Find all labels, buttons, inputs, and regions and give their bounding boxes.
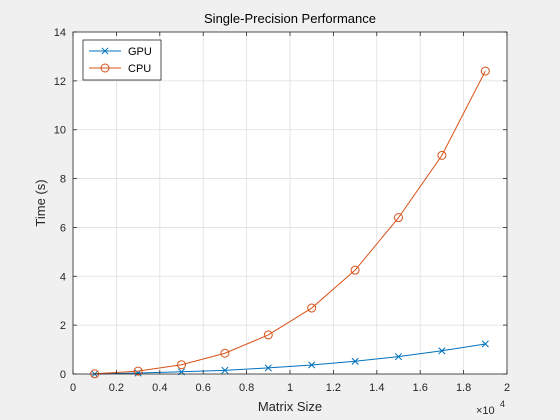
x-tick-label: 1.6 <box>413 382 428 394</box>
y-tick-label: 12 <box>54 76 66 88</box>
x-exponent-power: 4 <box>500 399 505 409</box>
y-tick-label: 10 <box>54 125 66 137</box>
x-tick-label: 0 <box>70 382 76 394</box>
data-point-gpu <box>264 364 272 372</box>
x-tick-label: 0.6 <box>196 382 211 394</box>
legend: GPU CPU <box>82 39 162 81</box>
legend-item-gpu: GPU <box>89 46 152 58</box>
y-tick-label: 14 <box>54 27 66 39</box>
data-point-cpu <box>437 150 447 160</box>
x-exponent-label: ×10 <box>476 405 495 417</box>
chart-title: Single-Precision Performance <box>204 11 376 26</box>
data-point-gpu <box>438 347 446 355</box>
legend-label: CPU <box>128 63 151 75</box>
x-tick-label: 1.4 <box>369 382 384 394</box>
legend-item-cpu: CPU <box>89 63 151 75</box>
y-axis-label: Time (s) <box>33 179 48 226</box>
legend-label: GPU <box>128 46 152 58</box>
x-tick-label: 1.8 <box>456 382 471 394</box>
x-tick-label: 0.2 <box>109 382 124 394</box>
ticks <box>72 31 508 375</box>
data-point-gpu <box>394 353 403 361</box>
series-cpu <box>90 66 490 379</box>
legend-marker <box>101 47 109 55</box>
data-point-gpu <box>308 361 316 369</box>
data-point-cpu <box>263 330 273 340</box>
series-layer <box>90 66 490 379</box>
x-tick-label: 1 <box>287 382 293 394</box>
y-tick-label: 8 <box>60 174 66 186</box>
data-point-cpu <box>394 213 403 223</box>
data-point-gpu <box>351 357 359 365</box>
legend-items: GPU CPU <box>89 46 152 75</box>
x-tick-label: 2 <box>504 382 510 394</box>
data-point-cpu <box>350 265 360 275</box>
data-point-cpu <box>133 366 143 376</box>
x-axis-label: Matrix Size <box>258 399 322 414</box>
data-point-gpu <box>481 340 489 348</box>
y-tick-label: 2 <box>60 320 66 332</box>
x-tick-label: 0.8 <box>239 382 254 394</box>
y-tick-label: 4 <box>60 271 66 283</box>
tick-labels: 0 0.2 0.4 0.6 0.8 1 1.2 1.4 1.6 1.8 2 0 2 4 6 8 10 12 14 <box>54 27 510 394</box>
x-tick-label: 1.2 <box>326 382 341 394</box>
y-tick-label: 6 <box>60 222 66 234</box>
data-point-gpu <box>221 366 229 374</box>
data-point-cpu <box>177 360 186 370</box>
data-point-cpu <box>480 66 490 76</box>
y-tick-label: 0 <box>60 369 66 381</box>
series-line-cpu <box>94 70 486 375</box>
x-tick-label: 0.4 <box>152 382 167 394</box>
legend-box <box>82 39 162 81</box>
data-point-cpu <box>220 348 230 358</box>
data-point-cpu <box>307 303 317 313</box>
legend-marker <box>100 63 110 73</box>
